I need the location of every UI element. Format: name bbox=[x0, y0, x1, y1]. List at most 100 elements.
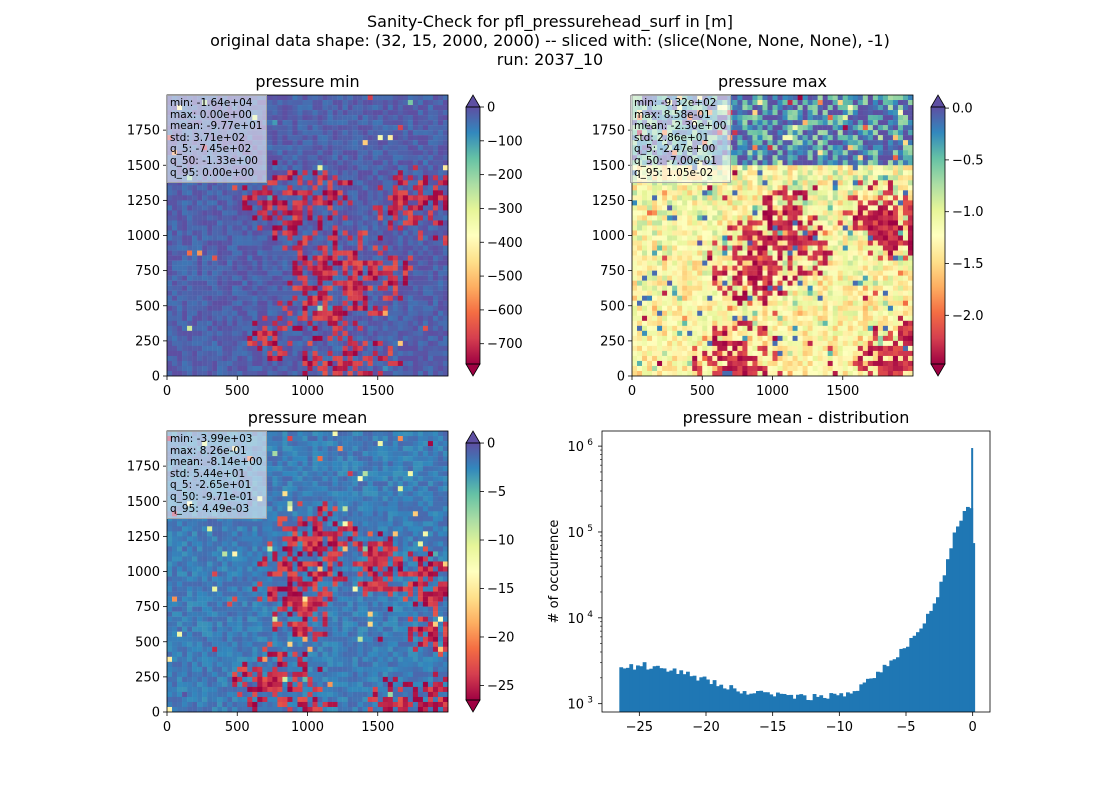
map-cell bbox=[407, 340, 414, 347]
map-cell bbox=[437, 230, 444, 236]
map-cell bbox=[417, 200, 424, 206]
map-cell bbox=[392, 100, 399, 106]
map-cell bbox=[792, 240, 798, 246]
map-cell bbox=[397, 355, 404, 362]
map-cell bbox=[282, 150, 288, 156]
map-cell bbox=[802, 215, 808, 221]
map-cell bbox=[237, 335, 243, 342]
map-cell bbox=[647, 195, 653, 201]
map-cell bbox=[437, 295, 444, 301]
map-cell bbox=[302, 145, 308, 151]
map-cell bbox=[352, 300, 358, 306]
map-cell bbox=[837, 150, 843, 156]
map-cell bbox=[737, 135, 743, 141]
map-cell bbox=[277, 190, 283, 196]
map-cell bbox=[907, 110, 914, 116]
map-cell bbox=[277, 330, 283, 337]
map-cell bbox=[352, 160, 358, 166]
map-cell bbox=[702, 220, 708, 226]
colorbar-tick-label: −100 bbox=[487, 134, 523, 149]
map-cell bbox=[817, 110, 823, 116]
map-cell bbox=[282, 185, 288, 191]
map-cell bbox=[812, 170, 818, 176]
map-cell bbox=[247, 245, 253, 251]
map-cell bbox=[422, 175, 429, 181]
map-cell bbox=[207, 245, 213, 251]
map-cell bbox=[387, 250, 394, 256]
map-cell bbox=[772, 125, 778, 131]
map-cell bbox=[292, 195, 298, 201]
map-cell bbox=[352, 310, 358, 316]
map-cell bbox=[697, 205, 703, 211]
map-cell bbox=[822, 160, 828, 166]
map-cell bbox=[702, 195, 708, 201]
map-cell bbox=[362, 330, 368, 337]
map-cell bbox=[372, 200, 378, 206]
map-cell bbox=[392, 165, 399, 171]
map-cell bbox=[267, 125, 273, 131]
map-cell bbox=[887, 195, 894, 201]
map-cell bbox=[312, 335, 318, 342]
map-cell bbox=[837, 130, 843, 136]
map-cell bbox=[332, 155, 338, 161]
map-cell bbox=[222, 215, 228, 221]
map-cell bbox=[892, 200, 899, 206]
map-cell bbox=[767, 235, 773, 241]
map-cell bbox=[367, 190, 373, 196]
map-cell bbox=[857, 130, 864, 136]
map-cell bbox=[307, 230, 313, 236]
map-cell bbox=[877, 200, 884, 206]
map-cell bbox=[732, 200, 738, 206]
map-cell bbox=[862, 165, 869, 171]
map-cell bbox=[402, 135, 409, 141]
map-cell bbox=[357, 340, 363, 347]
map-cell bbox=[172, 245, 178, 251]
map-cell bbox=[217, 325, 223, 332]
colorbar-frame bbox=[465, 106, 481, 365]
map-cell bbox=[427, 145, 434, 151]
map-cell bbox=[727, 220, 733, 226]
map-cell bbox=[842, 210, 848, 216]
map-cell bbox=[312, 105, 318, 111]
map-cell bbox=[437, 210, 444, 216]
map-cell bbox=[422, 130, 429, 136]
map-cell bbox=[342, 140, 348, 146]
map-cell bbox=[817, 215, 823, 221]
map-cell bbox=[902, 170, 909, 176]
map-cell bbox=[192, 240, 198, 246]
map-cell bbox=[402, 340, 409, 347]
map-cell bbox=[782, 100, 788, 106]
map-cell bbox=[347, 225, 353, 231]
map-cell bbox=[422, 270, 429, 276]
map-cell bbox=[647, 190, 653, 196]
map-cell bbox=[407, 325, 414, 332]
map-cell bbox=[322, 370, 328, 377]
map-cell bbox=[287, 245, 293, 251]
map-cell bbox=[357, 360, 363, 367]
map-cell bbox=[807, 245, 813, 251]
map-cell bbox=[907, 140, 914, 146]
map-cell bbox=[312, 260, 318, 266]
map-cell bbox=[727, 240, 733, 246]
map-cell bbox=[332, 140, 338, 146]
map-cell bbox=[317, 165, 323, 171]
map-cell bbox=[807, 200, 813, 206]
map-cell bbox=[202, 305, 208, 311]
map-cell bbox=[757, 180, 763, 186]
map-cell bbox=[737, 200, 743, 206]
map-cell bbox=[867, 165, 874, 171]
map-cell bbox=[182, 360, 188, 367]
map-cell bbox=[252, 235, 258, 241]
map-cell bbox=[747, 115, 753, 121]
map-cell bbox=[867, 115, 874, 121]
map-cell bbox=[277, 185, 283, 191]
map-cell bbox=[852, 250, 859, 256]
map-cell bbox=[217, 280, 223, 286]
map-cell bbox=[427, 335, 434, 342]
map-cell bbox=[357, 180, 363, 186]
map-cell bbox=[207, 310, 213, 316]
map-cell bbox=[307, 185, 313, 191]
map-cell bbox=[352, 120, 358, 126]
map-cell bbox=[832, 210, 838, 216]
map-cell bbox=[232, 365, 238, 372]
